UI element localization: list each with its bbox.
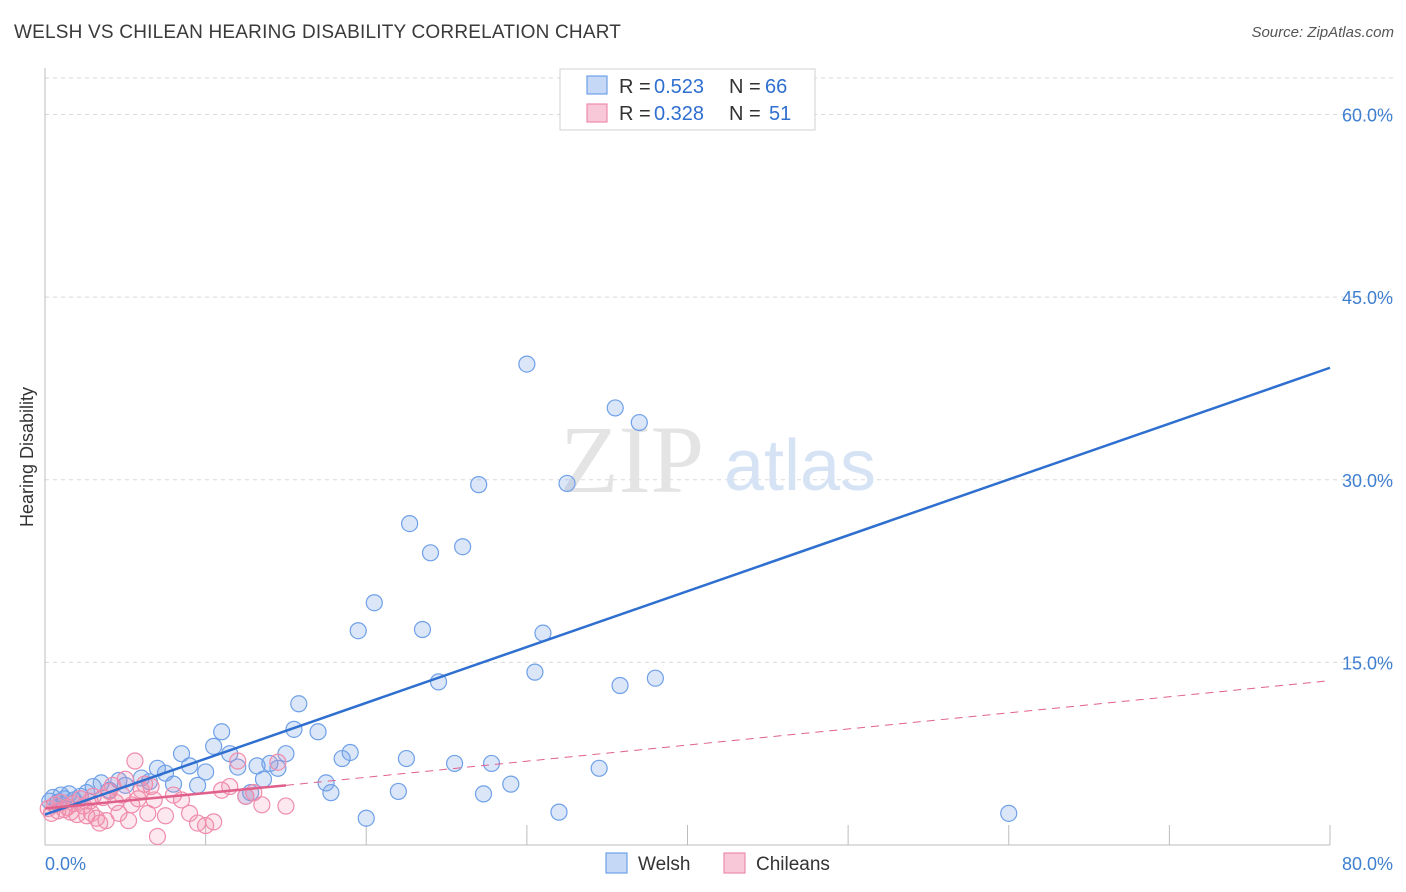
welsh-points [41, 355, 1018, 827]
welsh-point [317, 774, 335, 792]
chileans-point [253, 796, 271, 814]
welsh-point [205, 737, 223, 755]
watermark: ZIP atlas [560, 406, 876, 513]
chileans-point [126, 752, 144, 770]
welsh-point [413, 620, 432, 639]
watermark-atlas: atlas [724, 426, 876, 506]
welsh-point [558, 474, 576, 493]
bottom-legend-swatch-chileans [723, 852, 746, 874]
welsh-point [197, 763, 215, 781]
legend-r-label-welsh: R = [619, 76, 651, 98]
legend-n-label-chileans: N = [729, 103, 761, 125]
source-label: Source: ZipAtlas.com [1251, 24, 1394, 41]
chileans-point [148, 827, 167, 846]
axes [44, 68, 1331, 846]
welsh-point [172, 745, 191, 763]
welsh-point [630, 413, 648, 432]
chileans-point [229, 752, 247, 770]
chileans-point [205, 813, 223, 831]
bottom-legend-label-welsh: Welsh [638, 854, 690, 875]
welsh-trend-line [44, 366, 1331, 816]
welsh-point [1000, 804, 1018, 822]
welsh-point [454, 538, 472, 556]
chileans-point [269, 753, 287, 771]
y-axis-label: Hearing Disability [17, 387, 37, 527]
y-tick-label: 15.0% [1342, 653, 1393, 673]
welsh-point [397, 749, 416, 768]
legend-n-label-welsh: N = [729, 76, 761, 98]
welsh-point [421, 544, 440, 562]
welsh-point [213, 723, 231, 741]
legend-n-value-welsh: 66 [765, 76, 787, 98]
chileans-point [82, 804, 101, 822]
bottom-legend-swatch-welsh [605, 852, 628, 874]
chileans-point [145, 791, 163, 809]
y-tick-label: 60.0% [1342, 106, 1393, 126]
y-tick-label: 30.0% [1342, 471, 1393, 491]
legend-box: R = 0.523 N = 66 R = 0.328 N = 51 [559, 68, 816, 131]
chileans-trend-extension [285, 680, 1331, 786]
legend-n-value-chileans: 51 [769, 103, 791, 125]
legend-r-value-welsh: 0.523 [654, 76, 704, 98]
welsh-point [254, 770, 273, 788]
welsh-point [269, 759, 287, 777]
grid-lines [45, 77, 1395, 663]
legend-r-value-chileans: 0.328 [654, 103, 704, 125]
bottom-legend: Welsh Chileans [605, 852, 830, 875]
chart-title: WELSH VS CHILEAN HEARING DISABILITY CORR… [14, 22, 622, 43]
legend-r-label-chileans: R = [619, 103, 651, 125]
chileans-point [277, 797, 295, 815]
welsh-point [474, 785, 493, 803]
welsh-point [309, 723, 327, 741]
bottom-legend-label-chileans: Chileans [756, 854, 830, 875]
welsh-point [606, 399, 624, 417]
welsh-point [349, 622, 367, 640]
welsh-point [290, 695, 308, 713]
x-tick-label: 80.0% [1342, 854, 1393, 874]
welsh-point [590, 759, 608, 777]
welsh-point [322, 784, 340, 802]
welsh-point [357, 809, 375, 827]
chileans-trend-line [44, 784, 287, 810]
chileans-point [97, 812, 115, 830]
welsh-point [401, 514, 419, 533]
welsh-point [502, 775, 520, 793]
chileans-point [156, 807, 175, 825]
chileans-point [119, 812, 138, 830]
legend-swatch-chileans [586, 103, 608, 123]
welsh-point [365, 594, 383, 612]
welsh-point [482, 754, 501, 773]
welsh-point [646, 669, 664, 687]
chileans-point [197, 816, 215, 835]
trend-lines [44, 366, 1331, 816]
welsh-point [445, 754, 464, 773]
welsh-point [341, 743, 359, 762]
tick-labels: 15.0% 30.0% 45.0% 60.0% 0.0% 80.0% [45, 106, 1393, 874]
x-tick-label: 0.0% [45, 854, 86, 874]
welsh-point [84, 777, 102, 796]
welsh-point [518, 355, 536, 373]
y-tick-label: 45.0% [1342, 288, 1393, 308]
welsh-point [526, 663, 544, 681]
welsh-point [550, 803, 568, 821]
welsh-point [611, 676, 629, 695]
welsh-point [389, 782, 407, 801]
welsh-point [470, 476, 488, 494]
legend-swatch-welsh [586, 75, 608, 95]
welsh-point [229, 758, 247, 776]
